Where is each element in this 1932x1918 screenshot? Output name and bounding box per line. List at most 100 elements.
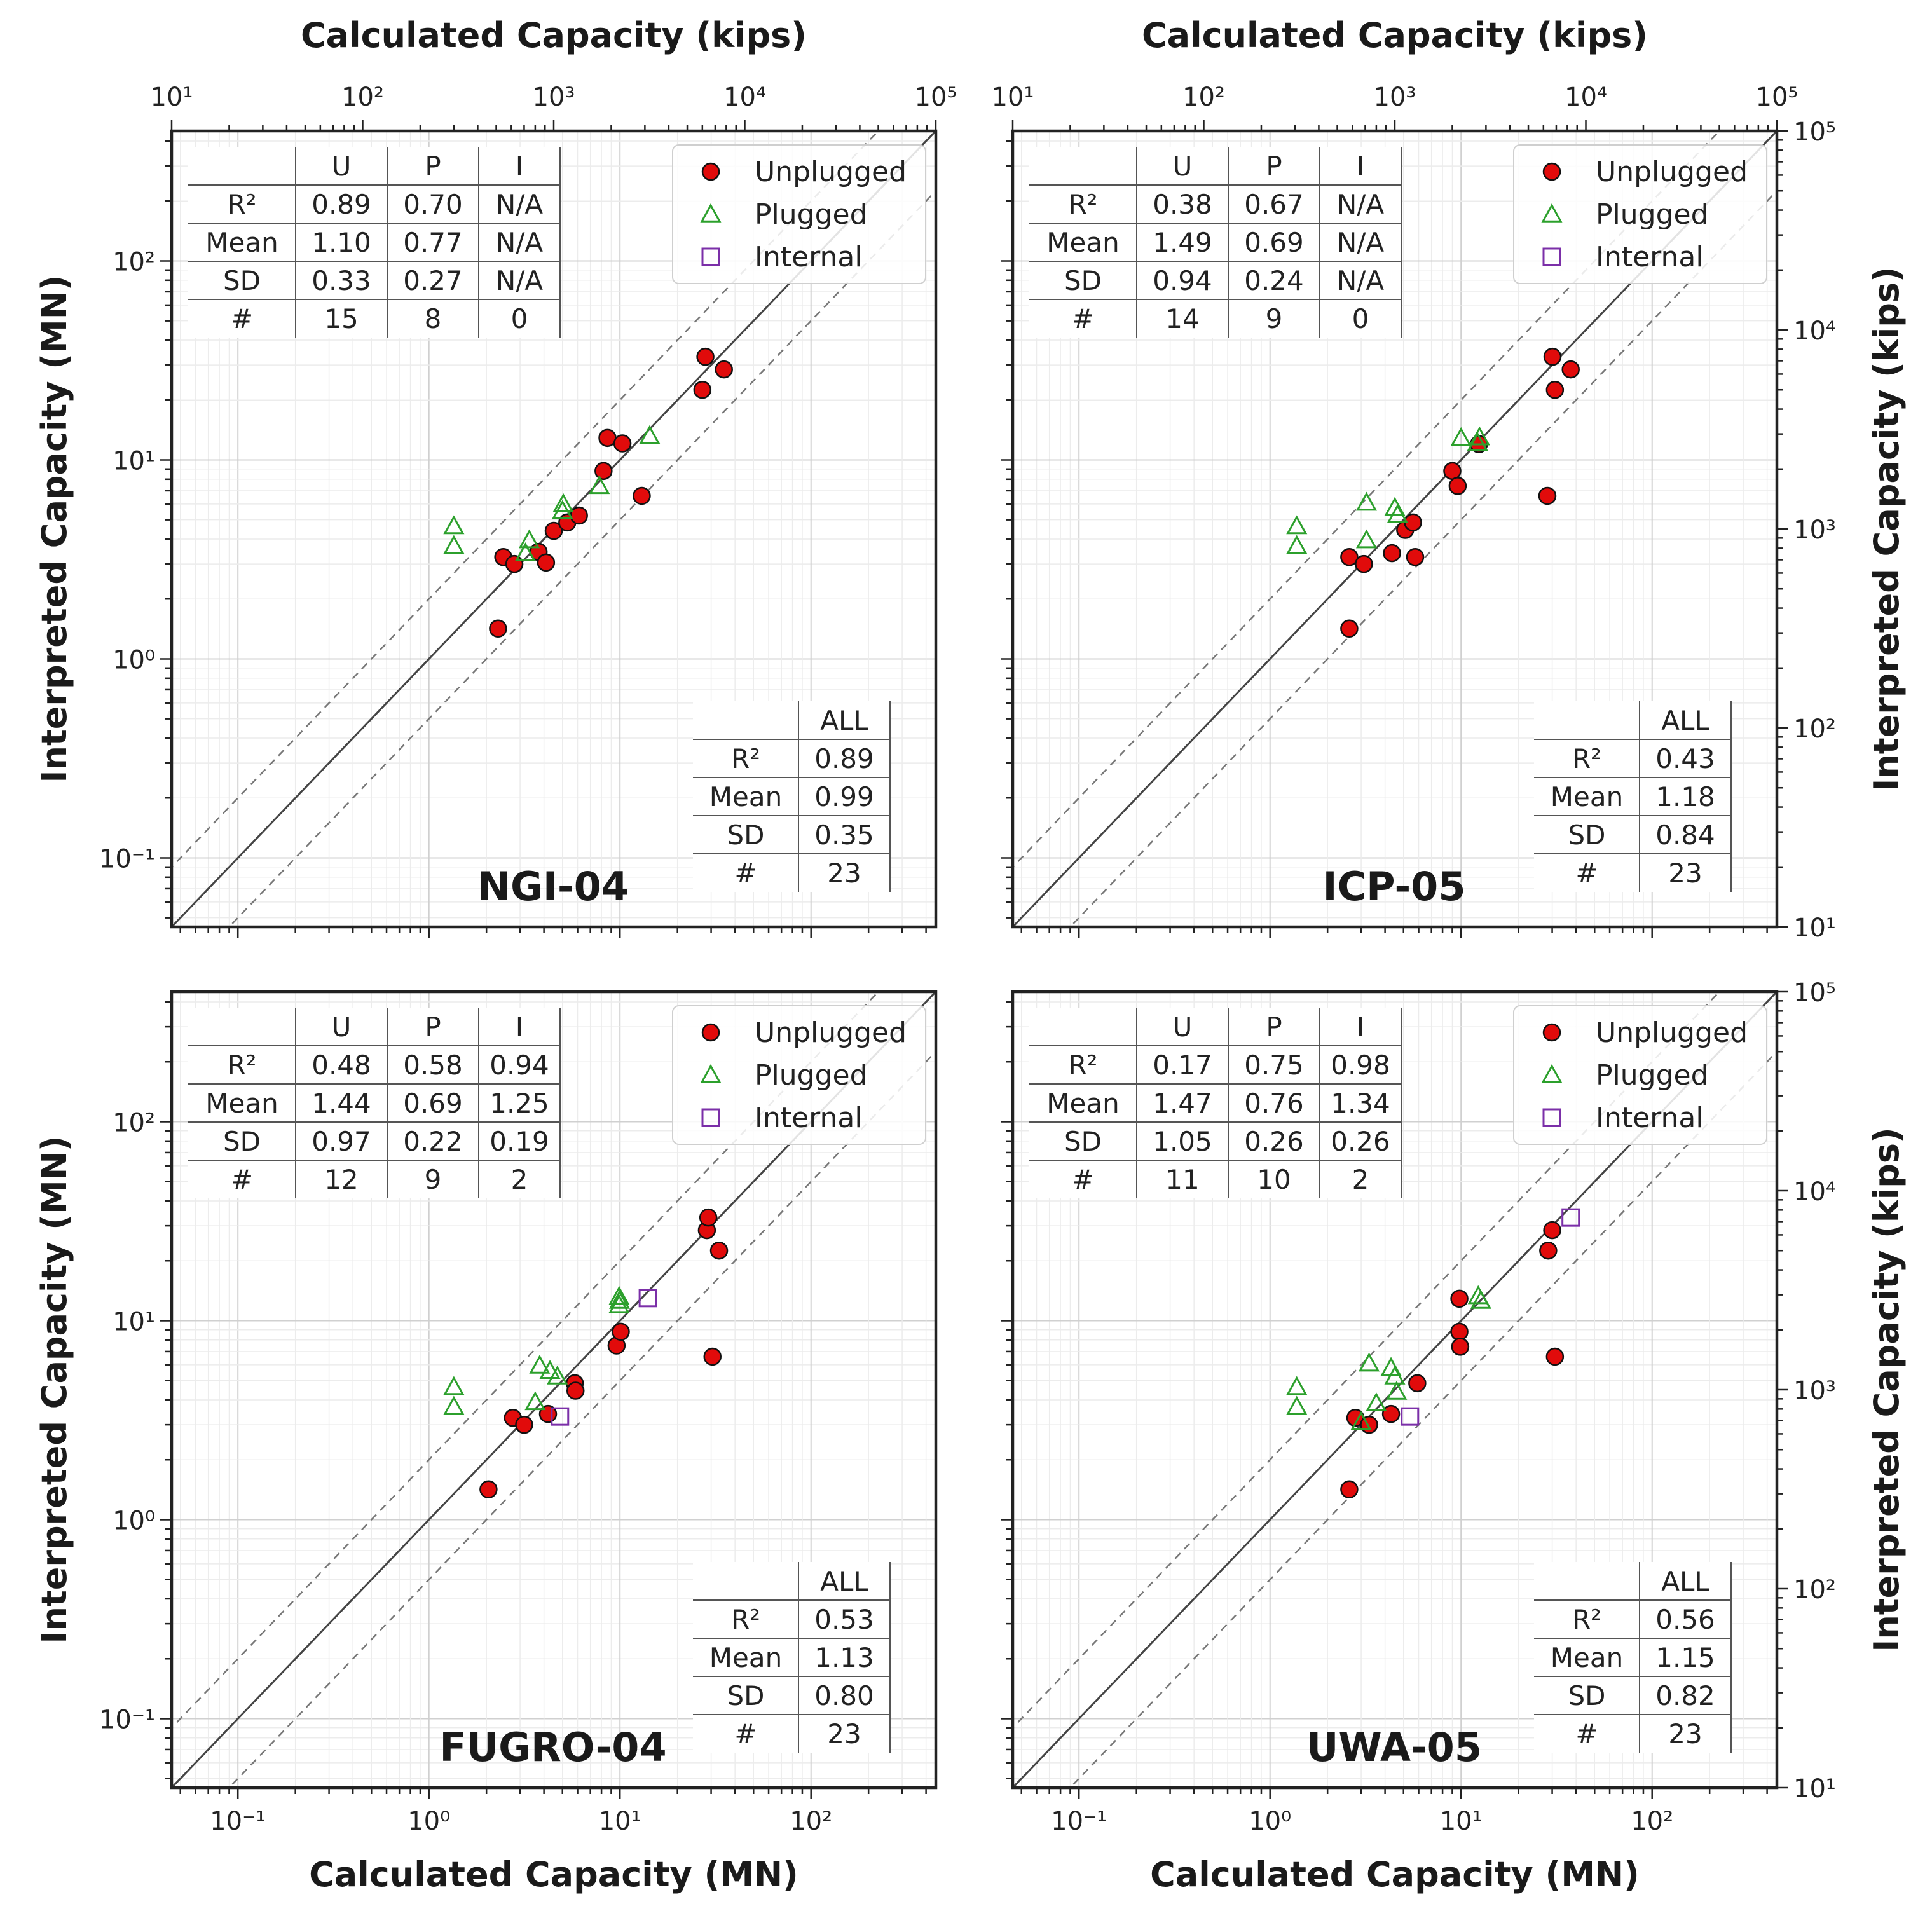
legend-marker-internal	[701, 247, 720, 266]
point-unplugged	[1340, 619, 1359, 638]
point-unplugged	[479, 1480, 498, 1499]
stats-table-bg	[1029, 1008, 1401, 1198]
kips-x-tick-label: 10¹	[992, 83, 1034, 112]
all-stats-table-cell: SD	[1568, 819, 1605, 851]
point-plugged	[1358, 1352, 1380, 1372]
point-plugged	[524, 1391, 546, 1411]
point-unplugged	[1451, 1338, 1470, 1356]
x-tick-label: 10²	[790, 1807, 832, 1836]
x-axis-title-top: Calculated Capacity (kips)	[1142, 15, 1648, 55]
point-unplugged	[1381, 1404, 1401, 1423]
stats-table-cell: 1.10	[312, 227, 371, 258]
point-plugged	[1384, 497, 1406, 516]
point-unplugged	[699, 1208, 718, 1227]
legend-label: Internal	[1596, 1102, 1704, 1134]
all-stats-table-cell: Mean	[709, 781, 782, 812]
all-stats-table-cell: 0.99	[814, 781, 874, 812]
stats-table-header: U	[332, 1011, 352, 1043]
x-tick-label: 10⁻¹	[1051, 1807, 1107, 1836]
point-unplugged	[693, 380, 712, 399]
legend-label: Internal	[1596, 241, 1704, 273]
stats-table-cell: 1.25	[490, 1088, 549, 1119]
kips-x-tick-label: 10³	[533, 83, 575, 112]
kips-x-tick-label: 10⁵	[1756, 83, 1798, 112]
y-axis-title-left: Interpreted Capacity (MN)	[34, 275, 74, 783]
y-tick-label: 10⁻¹	[99, 844, 155, 873]
legend-marker-internal	[1542, 1108, 1561, 1127]
stats-table-header: I	[1357, 1011, 1364, 1043]
y-tick-label: 10¹	[113, 1307, 155, 1336]
legend-marker-unplugged	[701, 1023, 720, 1042]
point-plugged	[1286, 515, 1308, 535]
legend-marker-unplugged	[1542, 1023, 1561, 1042]
point-unplugged	[570, 506, 588, 525]
point-unplugged	[598, 428, 617, 448]
stats-table-cell: 0.75	[1244, 1050, 1304, 1081]
stats-table-cell: 0.94	[1153, 265, 1212, 296]
y-axis-title-right: Interpreted Capacity (kips)	[1867, 1127, 1907, 1652]
point-unplugged	[1450, 1289, 1469, 1308]
legend-marker-plugged	[1541, 203, 1563, 223]
stats-table-cell: 0.77	[403, 227, 463, 258]
all-stats-table-bg	[693, 1562, 890, 1753]
y-axis-title-right: Interpreted Capacity (kips)	[1867, 266, 1907, 791]
stats-table-cell: 9	[1266, 303, 1283, 334]
all-stats-table-cell: 23	[827, 858, 861, 889]
all-stats-table-header: ALL	[820, 1566, 868, 1597]
all-stats-table-cell: SD	[1568, 1680, 1605, 1711]
kips-y-tick-label: 10⁴	[1793, 1177, 1836, 1207]
stats-table-cell: 0.76	[1244, 1088, 1304, 1119]
stats-table-cell: N/A	[1337, 189, 1385, 220]
stats-table-cell: 0.17	[1153, 1050, 1212, 1081]
stats-table-cell: Mean	[1046, 227, 1119, 258]
point-plugged	[518, 529, 540, 549]
panel-uwa-05: U P I R² 0.17 0.75 0.98 Mean 1.47 0.76 1.34 SD 1.05 0…	[1001, 978, 1907, 1894]
point-plugged	[552, 493, 574, 512]
x-tick-label: 10⁰	[1249, 1807, 1291, 1836]
point-unplugged	[1340, 1480, 1359, 1499]
all-stats-table-cell: 0.43	[1655, 743, 1715, 774]
x-axis-title-top: Calculated Capacity (kips)	[301, 15, 807, 55]
legend-label: Internal	[755, 1102, 863, 1134]
y-tick-label: 10⁻¹	[99, 1705, 155, 1734]
point-unplugged	[1539, 1241, 1558, 1260]
x-tick-label: 10²	[1631, 1807, 1673, 1836]
all-stats-table-header: ALL	[1661, 1566, 1709, 1597]
legend-label: Plugged	[1596, 198, 1709, 231]
stats-table-cell: 0.33	[312, 265, 371, 296]
all-stats-table-cell: SD	[727, 819, 764, 851]
all-stats-table: ALL R² 0.53 Mean 1.13 SD 0.80 # 23	[693, 1562, 891, 1753]
stats-table-cell: 10	[1257, 1164, 1291, 1195]
stats-table-cell: R²	[227, 189, 256, 220]
point-plugged	[1350, 1411, 1372, 1430]
point-plugged	[1470, 1289, 1491, 1309]
all-stats-table-cell: Mean	[709, 1642, 782, 1673]
stats-table-header: P	[1266, 1011, 1282, 1043]
stats-table-header: U	[332, 151, 352, 182]
stats-table-cell: N/A	[496, 265, 544, 296]
stats-table-cell: 0.24	[1244, 265, 1304, 296]
stats-table-header: I	[516, 1011, 523, 1043]
stats-table-cell: 0.48	[312, 1050, 371, 1081]
plot-area: U P I R² 0.48 0.58 0.94 Mean 1.44 0.69 1.25 SD 0.97 0…	[172, 992, 936, 1788]
kips-x-tick-label: 10²	[1182, 83, 1225, 112]
legend-label: Unplugged	[1596, 156, 1748, 188]
kips-x-tick-label: 10⁴	[723, 83, 766, 112]
legend-label: Unplugged	[755, 1017, 907, 1049]
stats-table-cell: SD	[1064, 1126, 1102, 1157]
legend-marker-internal	[701, 1108, 720, 1127]
all-stats-table-cell: Mean	[1551, 1642, 1623, 1673]
y-axis-title-left: Interpreted Capacity (MN)	[34, 1135, 74, 1643]
panel-title: ICP-05	[1323, 863, 1466, 910]
panel-title: NGI-04	[477, 863, 629, 910]
legend-label: Plugged	[755, 198, 868, 231]
stats-table-cell: 0.67	[1244, 189, 1304, 220]
legend-marker-plugged	[700, 203, 722, 223]
point-plugged	[1386, 1380, 1408, 1400]
stats-table-cell: 1.05	[1153, 1126, 1212, 1157]
all-stats-table-bg	[1534, 1562, 1731, 1753]
point-unplugged	[1543, 347, 1562, 366]
point-plugged	[443, 1376, 465, 1395]
stats-table-cell: 0.26	[1244, 1126, 1304, 1157]
point-internal	[1401, 1407, 1420, 1426]
